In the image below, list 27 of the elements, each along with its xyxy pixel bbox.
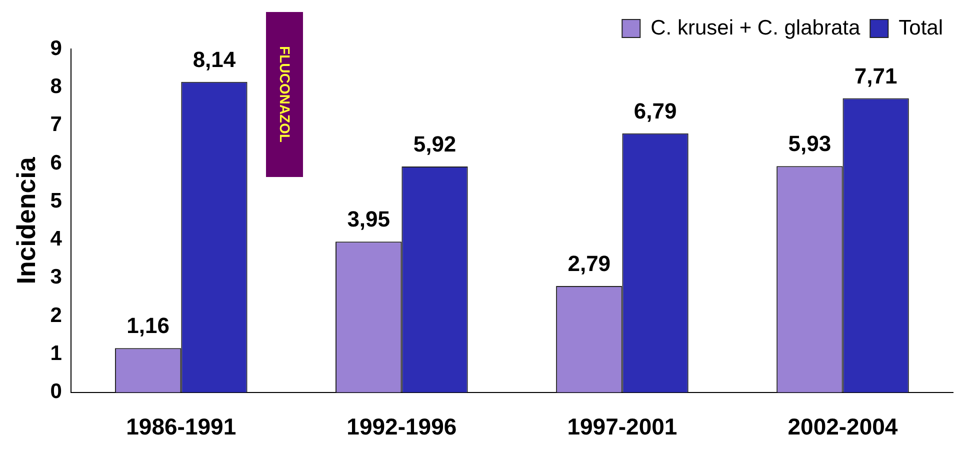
data-label: 1,16 <box>126 313 170 338</box>
y-axis-title: Incidencia <box>10 156 41 284</box>
data-label: 5,92 <box>413 132 456 157</box>
y-tick-label: 7 <box>50 113 62 136</box>
y-tick-label: 8 <box>50 74 62 98</box>
data-label: 3,95 <box>347 206 390 232</box>
data-label: 8,14 <box>192 46 236 72</box>
label-box: FLUCONAZOL <box>266 12 304 177</box>
data-label: 5,93 <box>788 131 832 156</box>
x-tick-label: 1992-1996 <box>346 414 457 440</box>
y-tick-label: 2 <box>50 304 62 327</box>
y-tick-label: 3 <box>50 266 62 289</box>
x-tick-label: 1997-2001 <box>567 414 678 440</box>
y-tick-label: 5 <box>50 189 62 212</box>
data-label: 7,71 <box>854 63 898 88</box>
x-tick-label: 2002-2004 <box>788 414 898 440</box>
legend-label: Total <box>898 16 943 40</box>
y-tick-label: 9 <box>50 36 62 60</box>
legend-label: C. krusei + C. glabrata <box>650 16 860 40</box>
data-label: 2,79 <box>568 251 611 276</box>
y-tick-label: 1 <box>50 342 62 366</box>
annotation: FLUCONAZOL <box>276 46 293 143</box>
y-tick-label: 4 <box>50 228 62 251</box>
data-label: 6,79 <box>634 98 677 124</box>
y-tick-label: 0 <box>50 380 62 404</box>
y-tick-label: 6 <box>50 151 62 174</box>
x-tick-label: 1986-1991 <box>126 414 236 440</box>
